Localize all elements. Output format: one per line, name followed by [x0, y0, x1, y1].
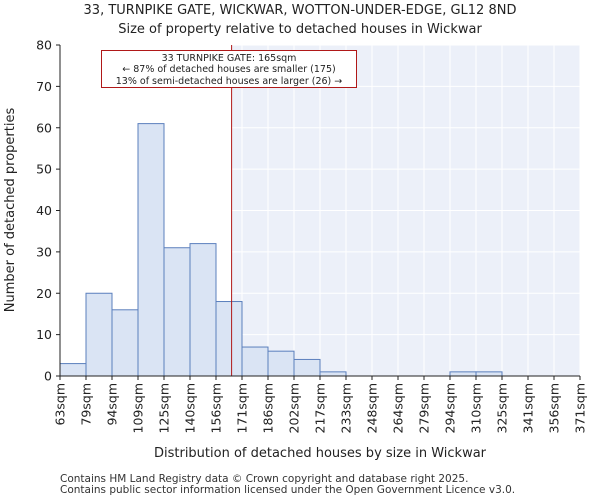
bar-4 — [163, 247, 191, 377]
annotation-property-line: 33 TURNPIKE GATE: 165sqm — [161, 53, 297, 64]
x-tick-label-3: 109sqm — [131, 383, 146, 433]
y-tick-label-4: 40 — [36, 203, 52, 218]
x-tick-label-12: 248sqm — [365, 383, 380, 433]
bar-1 — [85, 292, 113, 377]
chart-title-block: 33, TURNPIKE GATE, WICKWAR, WOTTON-UNDER… — [0, 0, 600, 39]
x-tick-label-7: 171sqm — [235, 383, 250, 433]
y-tick-label-7: 70 — [36, 79, 52, 94]
x-tick-label-14: 279sqm — [417, 383, 432, 433]
footer-line-2: Contains public sector information licen… — [60, 484, 516, 496]
bar-5 — [189, 243, 217, 377]
footer-line-1: Contains HM Land Registry data © Crown c… — [60, 473, 469, 485]
x-tick-label-20: 371sqm — [573, 383, 588, 433]
x-tick-label-0: 63sqm — [53, 383, 68, 426]
x-tick-label-6: 156sqm — [209, 383, 224, 433]
x-tick-label-5: 140sqm — [183, 383, 198, 433]
x-tick-label-1: 79sqm — [79, 383, 94, 426]
y-tick-label-6: 60 — [36, 120, 52, 135]
bar-10 — [319, 371, 347, 377]
x-tick-label-18: 341sqm — [521, 383, 536, 433]
y-tick-label-2: 20 — [36, 286, 52, 301]
x-tick-label-9: 202sqm — [287, 383, 302, 433]
bar-16 — [475, 371, 503, 377]
bar-2 — [111, 309, 139, 377]
x-tick-label-19: 356sqm — [547, 383, 562, 433]
x-axis-title: Distribution of detached houses by size … — [154, 446, 487, 461]
bars — [59, 123, 503, 377]
x-tick-label-15: 294sqm — [443, 383, 458, 433]
y-axis-title: Number of detached properties — [3, 108, 18, 313]
property-annotation-box: 33 TURNPIKE GATE: 165sqm ← 87% of detach… — [101, 50, 357, 88]
x-tick-label-10: 217sqm — [313, 383, 328, 433]
x-tick-label-13: 264sqm — [391, 383, 406, 433]
y-tick-label-3: 30 — [36, 244, 52, 259]
axes: 0 10 20 30 40 50 60 70 80 63sqm 79sqm 94sqm 109sqm 12… — [36, 38, 587, 434]
bar-9 — [293, 358, 321, 377]
bar-7 — [241, 346, 269, 377]
x-tick-label-16: 310sqm — [469, 383, 484, 433]
annotation-larger-line: 13% of semi-detached houses are larger (… — [115, 75, 343, 87]
y-tick-label-5: 50 — [36, 162, 52, 177]
annotation-smaller-line: ← 87% of detached houses are smaller (17… — [122, 64, 336, 76]
x-tick-label-2: 94sqm — [105, 383, 120, 426]
chart-subtitle: Size of property relative to detached ho… — [118, 22, 482, 37]
footer-attribution: Contains HM Land Registry data © Crown c… — [60, 474, 515, 496]
bar-3 — [137, 123, 165, 377]
x-tick-label-8: 186sqm — [261, 383, 276, 433]
bar-6 — [215, 301, 243, 377]
x-tick-label-4: 125sqm — [157, 383, 172, 433]
y-tick-label-0: 0 — [44, 369, 52, 384]
chart-title: 33, TURNPIKE GATE, WICKWAR, WOTTON-UNDER… — [83, 3, 517, 18]
x-tick-label-11: 233sqm — [339, 383, 354, 433]
x-tick-label-17: 325sqm — [495, 383, 510, 433]
y-tick-label-8: 80 — [36, 38, 52, 53]
bar-15 — [449, 371, 477, 377]
y-tick-label-1: 10 — [36, 327, 52, 342]
bar-8 — [267, 350, 295, 377]
bar-0 — [59, 363, 87, 377]
